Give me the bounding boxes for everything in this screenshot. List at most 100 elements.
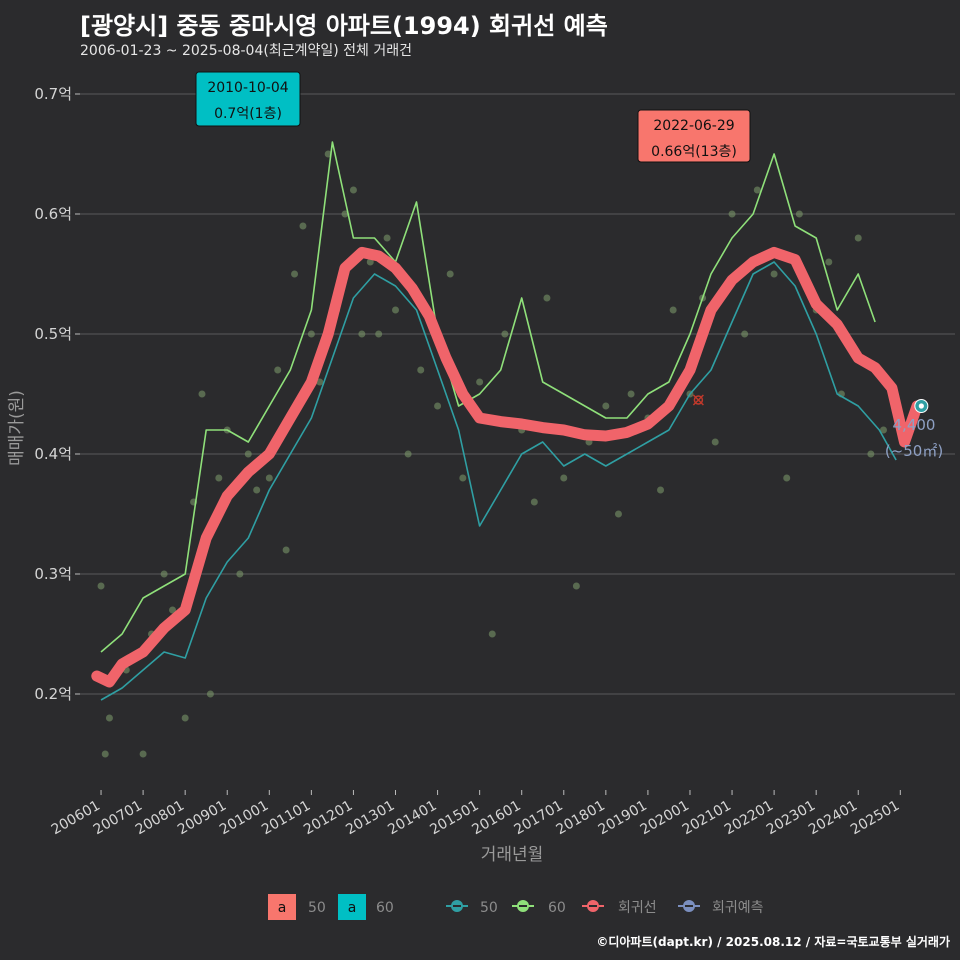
scatter-point: [341, 210, 349, 218]
scatter-point: [282, 546, 290, 554]
x-axis-label: 거래년월: [481, 845, 544, 865]
callout-60-max: 2010-10-04 0.7억(1층): [195, 71, 301, 127]
scatter-point: [459, 474, 467, 482]
y-axis-label: 매매가(원): [7, 390, 27, 466]
scatter-point: [307, 330, 315, 338]
y-tick-label: 0.5억: [34, 325, 72, 343]
legend-fill-50-swatch: [268, 894, 296, 920]
series-lines: [91, 141, 923, 701]
scatter-point: [383, 234, 391, 242]
regression-line: [91, 246, 923, 688]
scatter-point: [181, 714, 189, 722]
legend-line-50-label: 50: [480, 900, 498, 916]
scatter-point: [299, 222, 307, 230]
scatter-point: [572, 582, 580, 590]
scatter-point: [783, 474, 791, 482]
scatter-point: [770, 270, 778, 278]
legend-fill-60-key: a: [348, 900, 357, 916]
scatter-point: [753, 186, 761, 194]
scatter-point: [244, 450, 252, 458]
scatter-point: [375, 330, 383, 338]
scatter-point: [825, 258, 833, 266]
highlight-point: [693, 395, 704, 405]
scatter-point: [404, 450, 412, 458]
forecast-value-label: 4,400: [893, 416, 936, 434]
scatter-point: [274, 366, 282, 374]
scatter-point: [358, 330, 366, 338]
y-tick-label: 0.7억: [34, 85, 72, 103]
scatter-point: [291, 270, 299, 278]
callout-50-date: 2022-06-29: [653, 118, 734, 134]
scatter-point: [417, 366, 425, 374]
legend-fill-50-key: a: [278, 900, 287, 916]
scatter-point: [139, 750, 147, 758]
scatter-point: [446, 270, 454, 278]
legend: a 50 a 60 50 60 회귀선 회귀예측: [268, 894, 764, 920]
legend-fill-50-label: 50: [308, 900, 326, 916]
callout-50-max: 2022-06-29 0.66억(13층): [637, 109, 751, 163]
scatter-point: [795, 210, 803, 218]
scatter-point: [105, 714, 113, 722]
y-tick-label: 0.4억: [34, 445, 72, 463]
scatter-point: [316, 378, 324, 386]
chart-subtitle: 2006-01-23 ~ 2025-08-04(최근계약일) 전체 거래건: [80, 43, 412, 59]
forecast-end-point-center: [918, 403, 924, 409]
scatter-point: [392, 306, 400, 314]
scatter-point: [476, 378, 484, 386]
scatter-point: [854, 234, 862, 242]
series-50-line: [100, 261, 897, 701]
scatter-point: [101, 750, 109, 758]
scatter-point: [434, 402, 442, 410]
scatter-point: [198, 390, 206, 398]
y-tick-label: 0.2억: [34, 685, 72, 703]
scatter-point: [728, 210, 736, 218]
scatter-point: [97, 582, 105, 590]
scatter-point: [265, 474, 273, 482]
x-axis-ticks: 2006012007012008012009012010012011012012…: [49, 790, 902, 839]
y-tick-label: 0.6억: [34, 205, 72, 223]
scatter-point: [669, 306, 677, 314]
series-60-line: [100, 141, 876, 653]
scatter-point: [501, 330, 509, 338]
scatter-point: [488, 630, 496, 638]
legend-line-60-label: 60: [548, 900, 566, 916]
x-tick-label: 202501: [848, 798, 902, 839]
scatter-point: [879, 426, 887, 434]
forecast-area-label: (~50㎡): [885, 442, 943, 460]
legend-line-regression-label: 회귀선: [618, 900, 657, 916]
scatter-point: [741, 330, 749, 338]
scatter-point: [614, 510, 622, 518]
legend-fill-60-label: 60: [376, 900, 394, 916]
scatter-point: [215, 474, 223, 482]
scatter-point: [236, 570, 244, 578]
scatter-point: [366, 258, 374, 266]
y-tick-label: 0.3억: [34, 565, 72, 583]
scatter-point: [867, 450, 875, 458]
scatter-point: [530, 498, 538, 506]
scatter-point: [169, 606, 177, 614]
footer-credit: ©디아파트(dapt.kr) / 2025.08.12 / 자료=국토교통부 실…: [596, 935, 950, 949]
legend-line-50: 50: [446, 900, 498, 916]
scatter-point: [160, 570, 168, 578]
legend-line-forecast: 회귀예측: [678, 900, 764, 916]
highlight-marks: [692, 394, 929, 413]
scatter-point: [602, 402, 610, 410]
highlight-cross: [692, 394, 704, 406]
scatter-point: [711, 438, 719, 446]
scatter-point: [657, 486, 665, 494]
scatter-point: [543, 294, 551, 302]
callout-50-price: 0.66억(13층): [651, 144, 737, 160]
legend-line-forecast-label: 회귀예측: [712, 900, 764, 916]
scatter-point: [627, 390, 635, 398]
callout-60-date: 2010-10-04: [207, 80, 288, 96]
grid-lines: [80, 93, 955, 695]
scatter-point: [253, 486, 261, 494]
scatter-point: [206, 690, 214, 698]
legend-fill-60-swatch: [338, 894, 366, 920]
legend-line-regression: 회귀선: [582, 900, 657, 916]
chart-title: [광양시] 중동 중마시영 아파트(1994) 회귀선 예측: [80, 12, 608, 40]
scatter-point: [349, 186, 357, 194]
callout-60-price: 0.7억(1층): [214, 106, 282, 122]
legend-line-60: 60: [512, 900, 566, 916]
